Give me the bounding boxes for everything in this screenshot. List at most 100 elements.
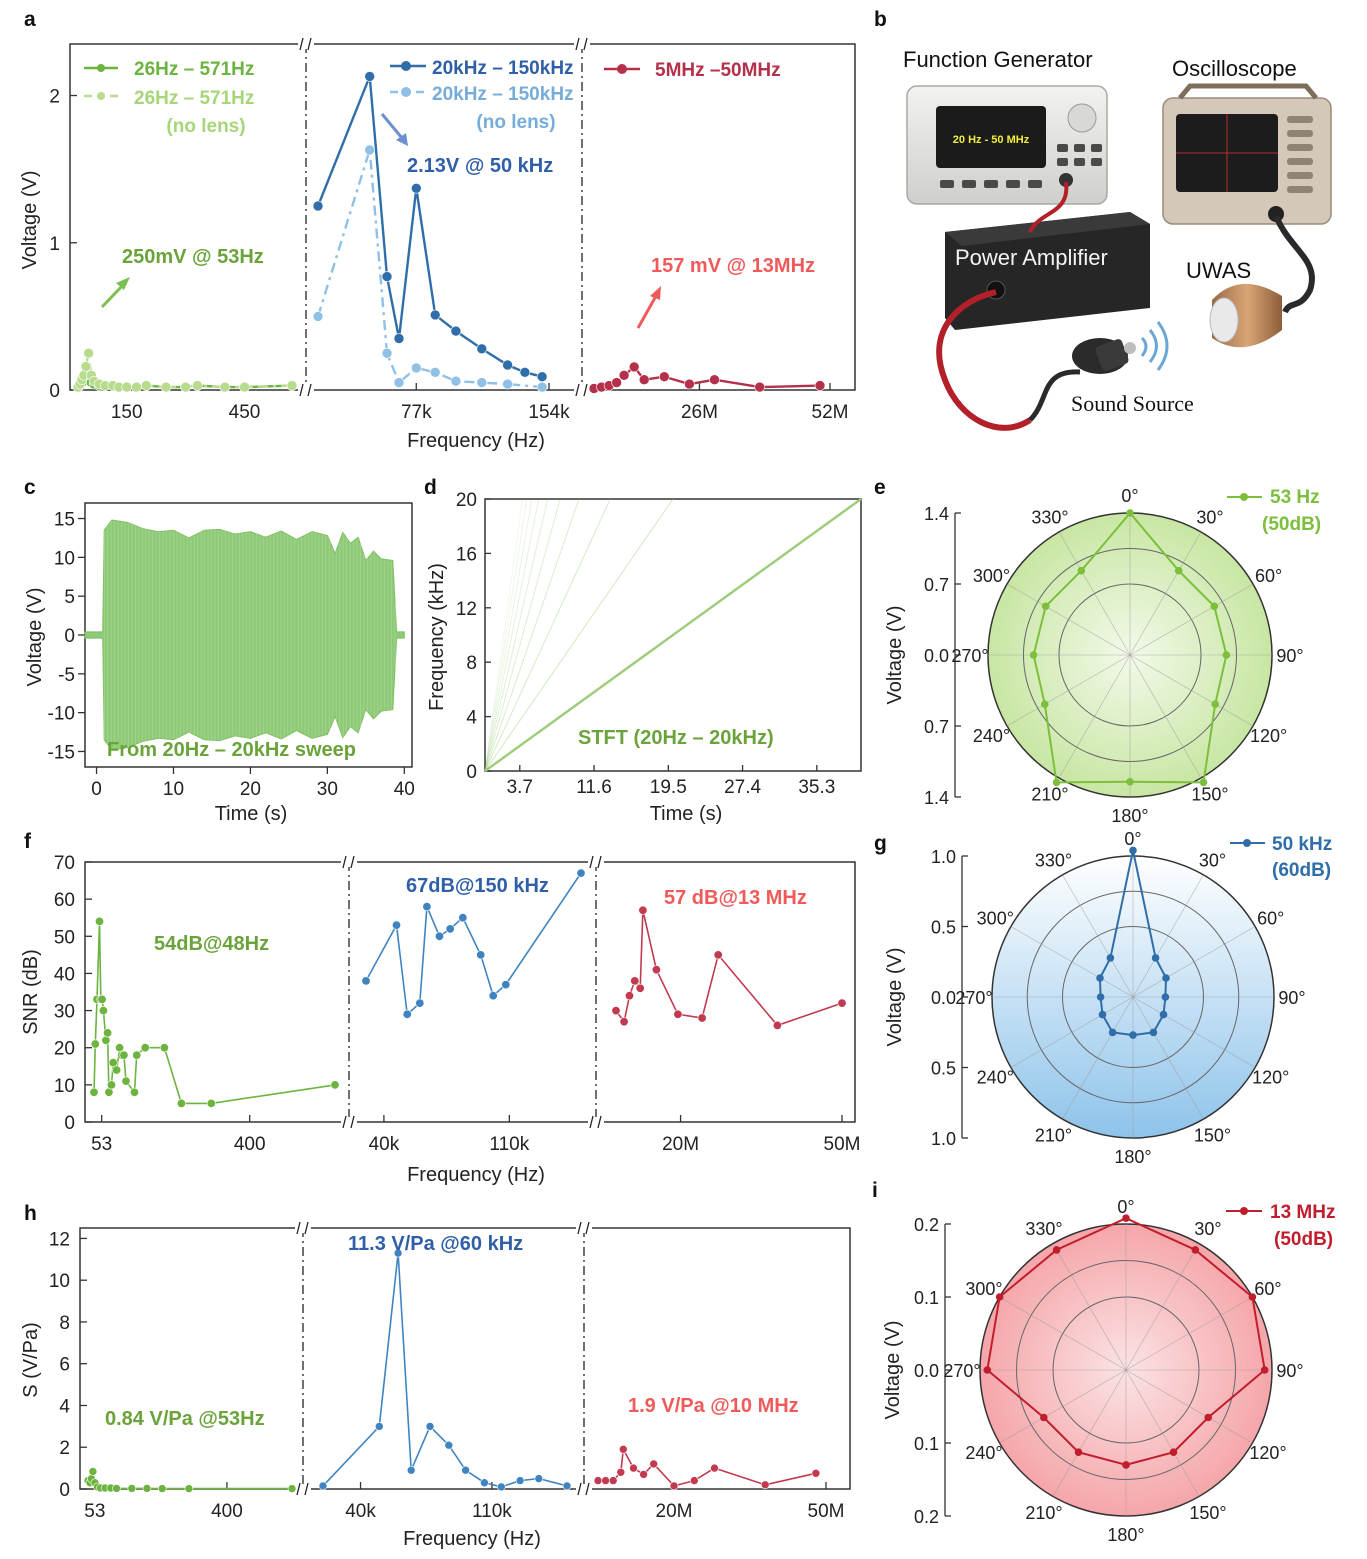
- data-point: [140, 1043, 150, 1053]
- x-tick-label: 110k: [489, 1134, 529, 1155]
- radial-tick-label: 0.2: [914, 1215, 939, 1235]
- data-point: [1222, 651, 1231, 659]
- y-tick-label: 10: [49, 1271, 70, 1292]
- data-point: [98, 1006, 108, 1016]
- data-point: [534, 1474, 544, 1483]
- polar-spoke: [999, 1296, 1127, 1371]
- data-point: [629, 1463, 638, 1473]
- data-point: [673, 1009, 683, 1019]
- angle-label: 0°: [1121, 486, 1138, 506]
- x-tick-label: 52M: [812, 402, 849, 423]
- annotation-arrow: [100, 282, 126, 309]
- panel-label-f: f: [24, 830, 32, 853]
- annotation-arrowhead: [116, 277, 130, 290]
- data-point: [638, 905, 648, 915]
- break-mark: [597, 855, 602, 869]
- data-point: [429, 309, 441, 321]
- panel-label-i: i: [872, 1179, 878, 1202]
- harmonic-line: [484, 498, 674, 772]
- break-mark: [350, 1115, 355, 1129]
- data-point: [1211, 700, 1219, 708]
- panel-label-g: g: [874, 832, 887, 855]
- polar-spoke: [1125, 1369, 1253, 1444]
- legend-label: 53 Hz: [1270, 487, 1320, 508]
- data-point: [112, 1484, 121, 1493]
- panel-f: f SNR (dB) Frequency (Hz) 0 10 20 30 40 50 60 7…: [20, 830, 860, 1186]
- angle-label: 60°: [1257, 909, 1284, 929]
- cable: [936, 289, 1032, 431]
- x-tick-label: 40k: [345, 1501, 376, 1522]
- break-mark: [589, 1115, 594, 1129]
- legend-marker: [401, 87, 411, 97]
- data-point: [651, 965, 661, 975]
- data-point: [1151, 954, 1160, 962]
- break-gap: [298, 385, 314, 395]
- annotation-low: 0.84 V/Pa @53Hz: [105, 1408, 265, 1430]
- data-point: [157, 1484, 167, 1493]
- x-tick-label: 40: [394, 779, 415, 800]
- data-point: [628, 361, 640, 373]
- data-point: [393, 1248, 403, 1258]
- break-mark: [296, 1221, 301, 1235]
- angle-label: 60°: [1255, 566, 1282, 586]
- break-mark: [589, 855, 594, 869]
- data-point: [624, 991, 634, 1001]
- polar-spoke: [1129, 583, 1254, 656]
- data-point: [287, 1484, 297, 1493]
- panel-label-a: a: [24, 8, 36, 31]
- panel-g: g Voltage (V) 1.0 0.5 0.0 0.5 1.0 0° 30° 60° 90°…: [874, 829, 1332, 1167]
- data-point: [132, 1050, 142, 1060]
- legend-label: 26Hz – 571Hz: [134, 59, 254, 80]
- polar-spoke: [1058, 531, 1131, 656]
- data-point: [112, 1065, 122, 1075]
- data-point: [1248, 1293, 1257, 1301]
- break-gap: [576, 1484, 592, 1494]
- sound-source-label: Sound Source: [1071, 391, 1194, 416]
- data-point: [83, 347, 94, 359]
- data-point: [141, 380, 152, 391]
- x-ticks: 53 400 40k 110k 20M 50M: [91, 1115, 860, 1155]
- break-mark: [597, 1115, 602, 1129]
- annotation: From 20Hz – 20kHz sweep: [107, 739, 356, 761]
- legend-note: (50dB): [1274, 1229, 1333, 1250]
- angle-label: 120°: [1250, 726, 1287, 746]
- data-point: [476, 950, 486, 960]
- series-group: [72, 71, 826, 394]
- radial-tick-label: 0.0: [924, 646, 949, 666]
- x-tick-label: 27.4: [724, 777, 761, 798]
- data-point: [97, 994, 107, 1004]
- data-point: [239, 381, 250, 393]
- x-tick-label: 50M: [824, 1134, 861, 1155]
- oscilloscope-device: [1162, 83, 1332, 225]
- break-gap: [588, 857, 604, 867]
- data-point: [1129, 846, 1137, 855]
- data-point: [374, 1422, 384, 1431]
- x-tick-label: 35.3: [798, 777, 835, 798]
- data-point: [425, 1422, 435, 1431]
- break-mark: [304, 1221, 309, 1235]
- data-point: [1162, 974, 1170, 982]
- data-point: [450, 325, 462, 337]
- data-point: [95, 916, 105, 926]
- data-point: [811, 1469, 821, 1478]
- data-point: [1041, 602, 1050, 611]
- data-point: [496, 1482, 506, 1492]
- y-tick-label: 10: [54, 1076, 75, 1097]
- harmonic-line: [484, 498, 533, 772]
- angle-label: 270°: [951, 646, 988, 666]
- data-point: [330, 1080, 340, 1090]
- y-tick-label: 10: [54, 548, 75, 569]
- polar-spoke: [1129, 531, 1202, 656]
- data-point: [995, 1293, 1004, 1301]
- panel-i: i Voltage (V) 0.2 0.1 0.0 0.1 0.2 0° 30° 60° 90°…: [872, 1179, 1335, 1545]
- y-axis-label: S (V/Pa): [20, 1322, 42, 1398]
- panel-b: b Function Generator Oscilloscope 20 Hz …: [874, 8, 1332, 431]
- legend-label: 5MHz –50MHz: [655, 60, 781, 81]
- sound-source-device: [1072, 321, 1169, 374]
- y-axis-label: Voltage (V): [19, 171, 41, 270]
- angle-label: 180°: [1114, 1147, 1151, 1167]
- legend-label: 26Hz – 571Hz: [134, 88, 254, 109]
- data-point: [476, 343, 488, 355]
- y-axis-label: Voltage (V): [24, 588, 46, 687]
- angle-label: 30°: [1199, 850, 1226, 870]
